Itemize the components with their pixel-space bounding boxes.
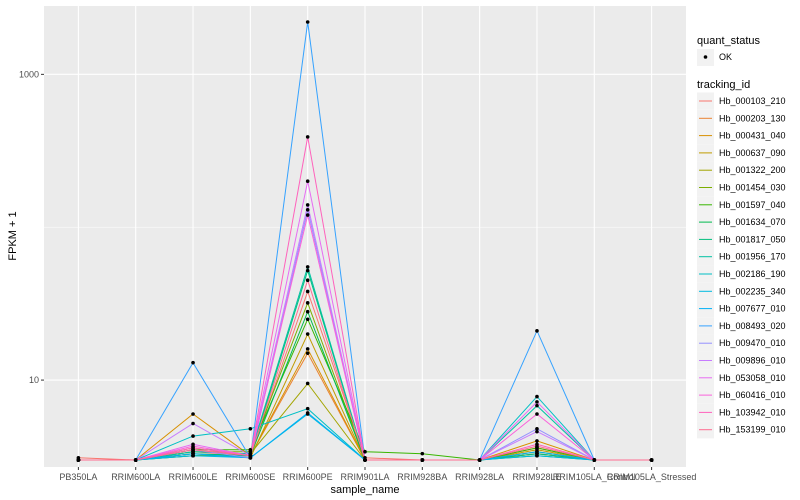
x-tick-label: RRIM105LA_Stressed [607, 472, 697, 482]
data-point [535, 453, 539, 458]
x-tick-label: PB350LA [59, 472, 97, 482]
legend-item-label: Hb_001817_050 [719, 234, 786, 244]
data-point [133, 458, 138, 462]
grid-major [44, 6, 686, 467]
x-axis-title: sample_name [330, 484, 399, 496]
legend-item-label: Hb_002186_190 [719, 269, 786, 279]
data-point [305, 207, 310, 212]
legend-item-label: Hb_103942_010 [719, 407, 786, 417]
data-point [191, 451, 195, 456]
x-tick-label: RRIM600LA [111, 472, 160, 482]
data-point [363, 449, 367, 454]
legend: quant_status OK tracking_id Hb_000103_210 Hb… [697, 35, 786, 439]
legend-item-label: Hb_060416_010 [719, 390, 786, 400]
data-point [305, 309, 310, 314]
x-tick-label: RRIM928BA [397, 472, 447, 482]
data-point [305, 381, 310, 386]
data-point [535, 394, 539, 399]
legend-item-label: Hb_007677_010 [719, 304, 786, 314]
data-point [305, 213, 310, 217]
data-point [535, 403, 539, 408]
legend-item-label: Hb_000103_210 [719, 96, 786, 106]
series-points [76, 20, 654, 462]
legend-item-label: Hb_000637_090 [719, 148, 786, 158]
data-point [191, 360, 195, 365]
x-tick-label: RRIM901LA [340, 472, 389, 482]
legend-item-label: OK [719, 52, 732, 62]
data-point [305, 265, 310, 269]
data-point [305, 351, 310, 355]
legend-item-label: Hb_009470_010 [719, 338, 786, 348]
data-point [535, 439, 539, 443]
legend-item-label: Hb_001454_030 [719, 183, 786, 193]
data-point [305, 203, 310, 207]
data-point [248, 453, 253, 458]
legend-item-label: Hb_000431_040 [719, 131, 786, 141]
legend-item-label: Hb_002235_340 [719, 286, 786, 296]
x-tick-label: RRIM105LA_Control [553, 472, 636, 482]
data-point [305, 406, 310, 411]
legend-item-label: Hb_001634_070 [719, 217, 786, 227]
data-point [535, 427, 539, 431]
data-point [535, 444, 539, 448]
legend-item-label: Hb_000203_130 [719, 113, 786, 123]
y-tick-label: 10 [29, 375, 39, 385]
x-tick-label: RRIM600SE [225, 472, 275, 482]
data-point [76, 458, 81, 462]
data-point [592, 458, 597, 462]
data-point [191, 447, 195, 452]
data-point [535, 329, 539, 333]
data-point [305, 332, 310, 336]
data-point [305, 278, 310, 283]
data-point [535, 429, 539, 434]
data-point [191, 434, 195, 438]
x-tick-label: RRIM600LE [169, 472, 218, 482]
data-point [305, 347, 310, 351]
data-point [649, 458, 654, 462]
data-point [535, 449, 539, 454]
data-point [420, 451, 425, 456]
data-point [363, 458, 367, 462]
legend-item-label: Hb_153199_010 [719, 425, 786, 435]
data-point [248, 427, 253, 431]
legend-point-icon [703, 55, 708, 59]
y-tick-label: 1000 [19, 69, 39, 79]
data-point [305, 301, 310, 305]
data-point [305, 268, 310, 273]
data-point [305, 20, 310, 24]
x-axis: PB350LA RRIM600LA RRIM600LE RRIM600SE RRIM60… [59, 467, 696, 482]
data-point [305, 317, 310, 322]
data-point [305, 135, 310, 139]
data-point [420, 458, 425, 462]
data-point [535, 400, 539, 404]
legend-item-label: Hb_001597_040 [719, 200, 786, 210]
legend-item-label: Hb_053058_010 [719, 373, 786, 383]
legend-item-label: Hb_001956_170 [719, 252, 786, 262]
data-point [191, 412, 195, 416]
x-tick-label: RRIM928LE [512, 472, 561, 482]
legend-title-tracking-id: tracking_id [697, 79, 750, 91]
data-point [305, 289, 310, 294]
legend-item-label: Hb_009896_010 [719, 356, 786, 366]
data-point [535, 412, 539, 416]
x-tick-label: RRIM928LA [455, 472, 504, 482]
legend-item-label: Hb_001322_200 [719, 165, 786, 175]
data-point [477, 458, 482, 462]
x-tick-label: RRIM600PE [283, 472, 333, 482]
legend-title-quant-status: quant_status [697, 35, 760, 47]
data-point [191, 421, 195, 426]
y-axis: 10 1000 [19, 69, 44, 385]
data-point [305, 411, 310, 415]
y-axis-title: FPKM + 1 [7, 211, 19, 260]
legend-item-label: Hb_008493_020 [719, 321, 786, 331]
data-point [305, 179, 310, 183]
data-point [248, 447, 253, 452]
